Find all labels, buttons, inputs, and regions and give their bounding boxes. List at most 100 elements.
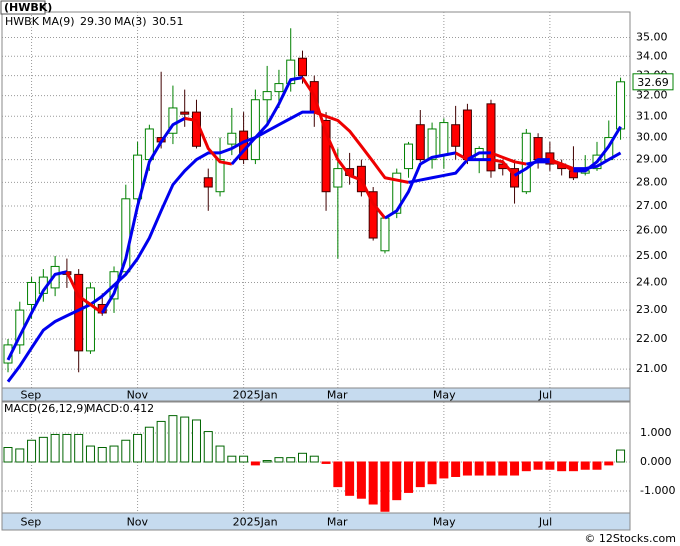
- macd-bar: [133, 433, 143, 463]
- ma-line: [490, 158, 516, 177]
- macd-bar: [592, 461, 602, 470]
- ma-line: [230, 76, 303, 166]
- x-tick-label: Nov: [127, 389, 149, 402]
- ma-line: [573, 151, 622, 171]
- macd-bar: [50, 433, 60, 463]
- macd-bar: [309, 455, 319, 463]
- macd-bar: [298, 452, 307, 463]
- macd-bar: [286, 457, 296, 463]
- y-tick-label: 28.00: [636, 175, 668, 188]
- ma-line: [301, 76, 387, 220]
- macd-bar: [616, 449, 626, 463]
- macd-bar: [227, 455, 237, 463]
- y-tick-label: 24.00: [636, 275, 668, 288]
- x-tick-label: Jul: [538, 516, 552, 529]
- candle-body: [462, 109, 472, 161]
- macd-bar: [180, 416, 190, 463]
- macd-bar: [545, 461, 555, 470]
- macd-bar: [486, 461, 496, 476]
- ma-line: [490, 151, 527, 166]
- macd-bar: [451, 461, 461, 477]
- macd-bar: [15, 448, 25, 463]
- macd-bar: [156, 420, 166, 463]
- candle-body: [168, 107, 178, 134]
- macd-bar: [62, 433, 72, 463]
- macd-bar: [568, 461, 578, 472]
- macd-bar: [215, 445, 225, 463]
- candle-body: [250, 99, 260, 161]
- ma-line: [408, 151, 491, 184]
- candle-body: [215, 159, 225, 193]
- candle-body: [427, 128, 437, 161]
- candle-body: [286, 59, 296, 85]
- macd-bar: [321, 461, 331, 464]
- candle-body: [203, 177, 213, 188]
- macd-bar: [604, 461, 614, 466]
- macd-bar: [439, 461, 449, 479]
- candle-body: [262, 91, 272, 101]
- candle-body: [368, 191, 378, 239]
- macd-bar: [239, 455, 249, 463]
- legend-value: 29.30: [80, 15, 112, 28]
- candle-body: [510, 168, 520, 188]
- macd-bar: [462, 461, 472, 476]
- macd-bar: [109, 445, 119, 463]
- title-box: [0, 0, 46, 15]
- macd-bar: [404, 461, 414, 493]
- ma-line: [549, 158, 575, 173]
- candle-body: [298, 57, 307, 77]
- macd-bar: [345, 461, 355, 496]
- candle-body: [380, 217, 390, 252]
- y-tick-label: 25.00: [636, 249, 668, 262]
- macd-bar: [427, 461, 437, 485]
- y-tick-label: 0.000: [640, 455, 672, 468]
- ma-line: [184, 116, 233, 166]
- macd-bar: [533, 461, 543, 470]
- macd-bar: [380, 461, 390, 512]
- x-tick-label: Mar: [327, 516, 348, 529]
- candle-body: [274, 83, 284, 93]
- ma-line: [384, 151, 456, 220]
- legend-symbol: HWBK: [5, 15, 40, 28]
- ma-line: [6, 110, 315, 383]
- chart-title: (HWBK): [4, 1, 52, 14]
- candle-body: [333, 168, 343, 188]
- candle-body: [533, 137, 543, 161]
- candle-body: [392, 172, 402, 214]
- y-tick-label: 32.00: [636, 89, 668, 102]
- y-tick-label: 27.00: [636, 199, 668, 212]
- last-price-box: [632, 73, 674, 91]
- y-tick-label: 34.00: [636, 49, 668, 62]
- x-tick-label: May: [433, 389, 456, 402]
- macd-bar: [74, 433, 84, 463]
- candle-body: [50, 265, 60, 289]
- candle-body: [321, 119, 331, 193]
- macd-bar: [262, 460, 272, 463]
- y-tick-label: 21.00: [636, 362, 668, 375]
- ma-line: [526, 160, 550, 166]
- ma-line: [313, 110, 409, 184]
- macd-bar: [97, 447, 107, 463]
- indicator-value: MACD:0.412: [86, 402, 154, 415]
- x-tick-label: Mar: [327, 389, 348, 402]
- candle-body: [404, 143, 414, 170]
- ma-line: [513, 158, 550, 177]
- x-tick-label: Nov: [127, 516, 149, 529]
- candle-body: [415, 124, 425, 161]
- candle-body: [616, 81, 626, 130]
- macd-bar: [168, 415, 178, 463]
- legend-name: MA(3): [114, 15, 147, 28]
- macd-bar: [38, 436, 48, 463]
- x-tick-label: Sep: [21, 389, 42, 402]
- candle-body: [27, 281, 37, 305]
- macd-bar: [250, 461, 260, 466]
- indicator-title: MACD(26,12,9): [4, 402, 88, 415]
- ma-line: [65, 271, 104, 315]
- y-tick-label: 23.00: [636, 303, 668, 316]
- y-tick-label: -1.000: [640, 484, 675, 497]
- macd-bar: [521, 461, 531, 472]
- macd-bar: [415, 461, 425, 488]
- y-tick-label: 30.00: [636, 131, 668, 144]
- y-tick-label: 22.00: [636, 332, 668, 345]
- candle-body: [439, 122, 449, 156]
